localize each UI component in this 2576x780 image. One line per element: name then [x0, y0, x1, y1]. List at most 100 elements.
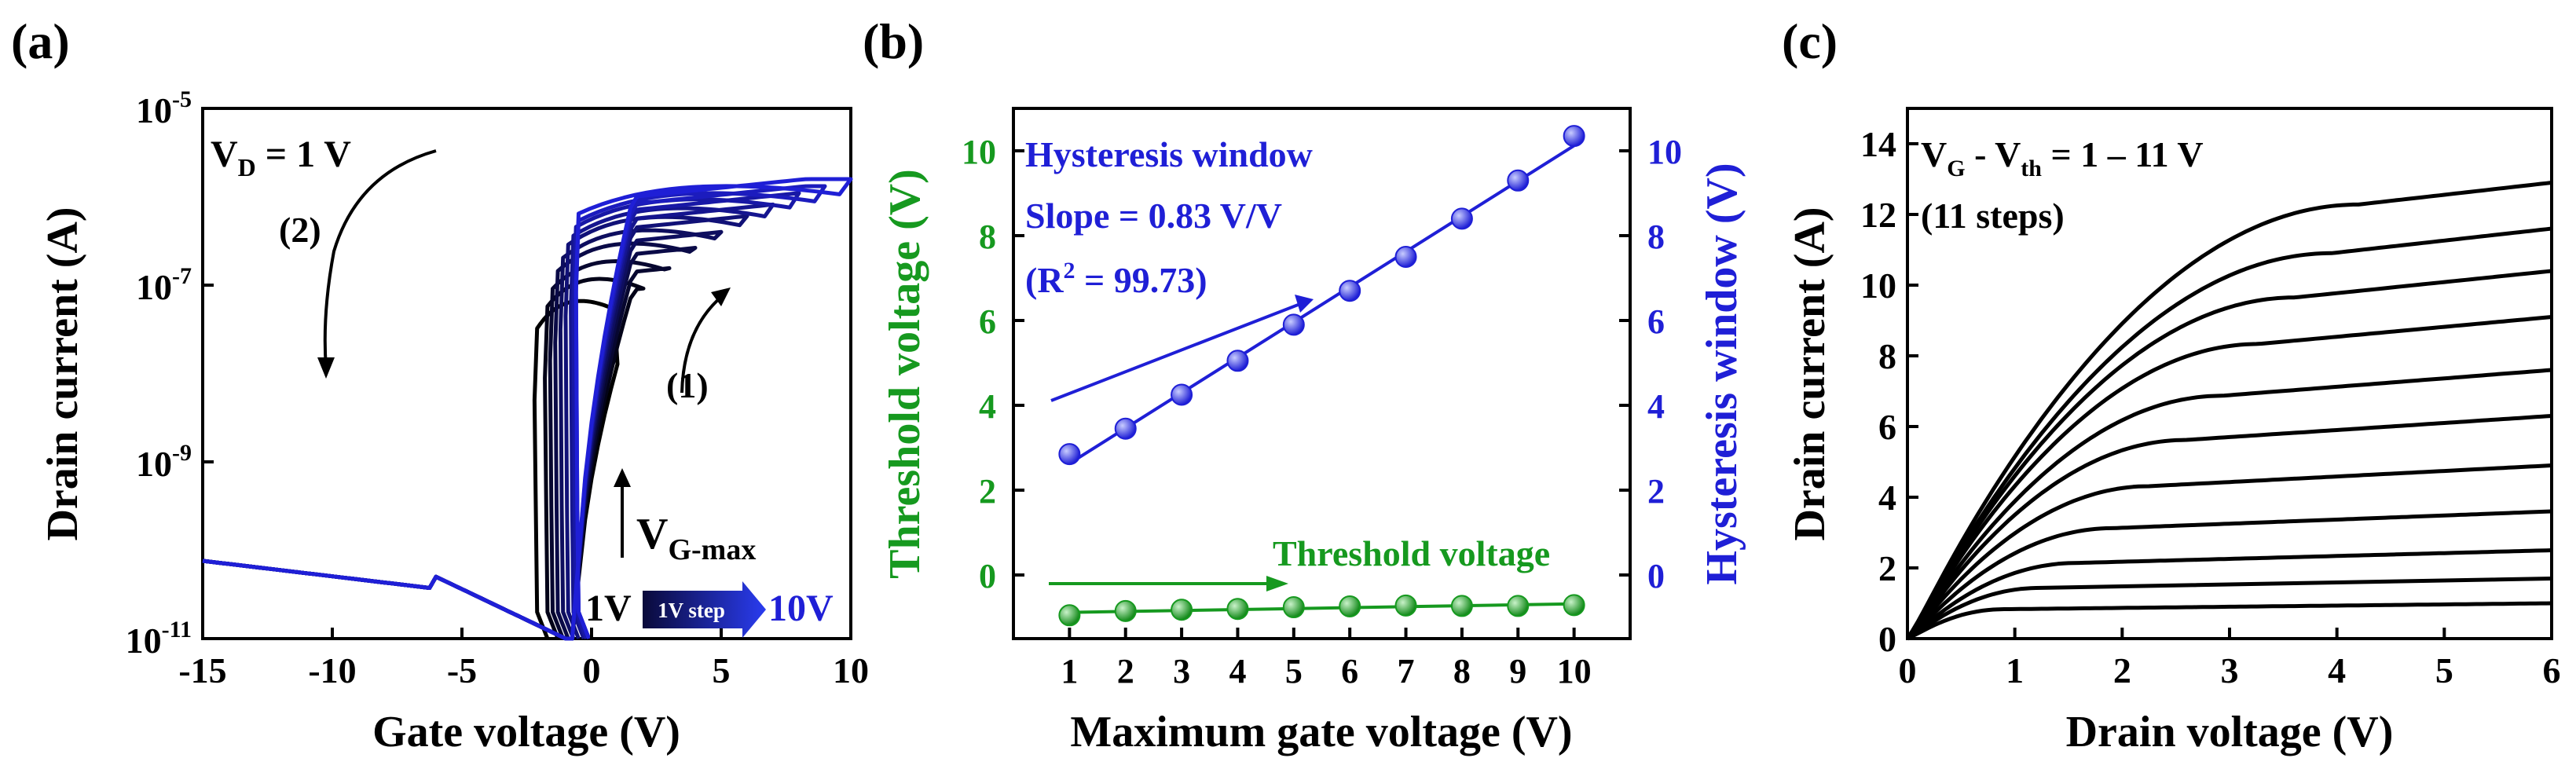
hysteresis-point	[1339, 280, 1361, 302]
panel-b-y-tick-label-right: 6	[1647, 302, 1665, 341]
hysteresis-point	[1507, 169, 1530, 192]
threshold-point	[1058, 604, 1081, 627]
hysteresis-point	[1563, 125, 1585, 148]
panel-c-y-tick-label: 6	[1878, 407, 1896, 447]
panel-c-y-tick-label: 14	[1860, 124, 1896, 164]
panel-a-y-tick-label: 10-11	[126, 617, 192, 661]
panel-b-y-axis-label-right: Hysteresis window (V)	[1698, 163, 1746, 584]
output-curve-ov-2	[1906, 577, 2552, 641]
panel-b-points	[1058, 125, 1585, 627]
panel-a-x-tick-label: 5	[713, 650, 731, 690]
panel-c-x-tick-label: 5	[2435, 650, 2453, 690]
panel-b-x-tick-label: 9	[1509, 652, 1526, 690]
sweep-2-arrowhead	[317, 357, 335, 379]
panel-b-x-tick-label: 7	[1398, 652, 1415, 690]
sweep-2-label: (2)	[279, 210, 321, 250]
panel-c-x-ticks: 0 1 2 3 4 5 6	[1899, 628, 2561, 690]
hysteresis-point	[1114, 417, 1137, 440]
panel-c-y-axis-label: Drain current (A)	[1786, 207, 1834, 540]
panel-c-y-tick-label: 4	[1878, 478, 1896, 518]
panel-b-x-tick-label: 1	[1061, 652, 1078, 690]
panel-a-label: (a)	[11, 13, 70, 69]
panel-c-x-tick-label: 3	[2221, 650, 2239, 690]
panel-a-x-tick-label: -5	[447, 650, 477, 690]
panel-b-x-ticks: 1 2 3 4 5 6 7 8 9 10	[1061, 628, 1592, 690]
panel-b-y-ticks-left: 0 2 4 6 8 10	[962, 133, 1024, 595]
panel-b-y-tick-label-left: 6	[979, 302, 996, 341]
panel-a-y-tick-label: 10-9	[136, 440, 192, 484]
panel-b-x-tick-label: 6	[1341, 652, 1358, 690]
panel-a-curves	[202, 177, 853, 641]
output-curve-ov-10	[1905, 226, 2552, 640]
threshold-point	[1450, 595, 1473, 617]
output-curve-ov-7	[1906, 368, 2552, 640]
panel-b-y-tick-label-left: 4	[979, 387, 996, 426]
threshold-point	[1394, 594, 1417, 617]
panel-a: (a) -15 -10 -5 0 5 10 10-11 10-9 10-7 10-5 Gate …	[11, 13, 869, 756]
hysteresis-trend-arrowhead	[1295, 295, 1314, 313]
panel-c-x-tick-label: 1	[2006, 650, 2024, 690]
threshold-point	[1507, 595, 1530, 617]
output-curve-ov-8	[1905, 315, 2552, 640]
sweep-1-label: (1)	[666, 365, 709, 405]
panel-c-x-tick-label: 4	[2328, 650, 2346, 690]
panel-b-frame	[1012, 107, 1632, 640]
panel-a-x-axis-label: Gate voltage (V)	[372, 708, 680, 756]
panel-a-x-tick-label: -15	[178, 650, 226, 690]
panel-c-y-tick-label: 2	[1878, 548, 1896, 588]
panel-c-x-axis-label: Drain voltage (V)	[2066, 708, 2394, 756]
panel-b-y-tick-label-left: 10	[962, 133, 996, 171]
panel-b-y-tick-label-left: 2	[979, 472, 996, 511]
range-arrow	[643, 581, 766, 638]
panel-b-x-tick-label: 10	[1557, 652, 1592, 690]
panel-c-y-tick-label: 0	[1878, 619, 1896, 659]
transfer-curve-vgmax-6	[202, 214, 749, 641]
panel-c-x-tick-label: 0	[1899, 650, 1917, 690]
sweep-1-arrowhead	[711, 287, 731, 306]
hysteresis-point	[1226, 350, 1249, 372]
sweep-1-arrow	[680, 295, 723, 394]
output-curve-ov-4	[1906, 509, 2552, 640]
hysteresis-point	[1450, 207, 1473, 230]
hysteresis-point	[1058, 443, 1081, 466]
slope-label: Slope = 0.83 V/V	[1025, 196, 1282, 236]
panel-a-y-ticks: 10-11 10-9 10-7 10-5	[126, 86, 214, 661]
hysteresis-point	[1282, 313, 1305, 336]
panel-b-y-tick-label-left: 0	[979, 557, 996, 595]
output-curve-ov-11	[1905, 181, 2552, 640]
panel-c-x-tick-label: 2	[2113, 650, 2131, 690]
panel-c-curves	[1905, 181, 2552, 641]
range-step: 1V step	[658, 599, 725, 622]
panel-c-x-tick-label: 6	[2543, 650, 2561, 690]
threshold-point	[1171, 599, 1193, 621]
panel-c-y-tick-label: 8	[1878, 336, 1896, 376]
threshold-voltage-label: Threshold voltage	[1273, 533, 1550, 573]
threshold-trend-arrowhead	[1266, 576, 1288, 591]
panel-b-x-tick-label: 4	[1229, 652, 1246, 690]
output-curve-ov-1	[1906, 601, 2552, 641]
transfer-curve-vgmax-5	[202, 228, 724, 641]
vgmax-arrowhead	[614, 468, 631, 487]
panel-b-x-tick-label: 8	[1453, 652, 1471, 690]
hysteresis-point	[1394, 246, 1417, 268]
panel-b-fit-lines	[1068, 144, 1575, 614]
vgmax-label: VG-max	[636, 510, 756, 566]
panel-c-y-tick-label: 12	[1860, 195, 1896, 235]
panel-a-x-ticks: -15 -10 -5 0 5 10	[178, 628, 869, 690]
output-curve-ov-3	[1906, 548, 2552, 641]
panel-b-x-tick-label: 2	[1117, 652, 1134, 690]
panel-b-y-axis-label-left: Threshold voltage (V)	[881, 169, 929, 579]
range-start: 1V	[585, 588, 632, 629]
hysteresis-trend-arrow	[1050, 301, 1305, 402]
panel-c-y-ticks: 0 2 4 6 8 10 12 14	[1860, 124, 1918, 659]
panel-a-y-tick-label: 10-5	[136, 86, 192, 130]
range-end: 10V	[768, 588, 834, 629]
panel-a-x-tick-label: 0	[583, 650, 601, 690]
threshold-fit-line	[1069, 602, 1574, 614]
panel-b-x-tick-label: 3	[1173, 652, 1190, 690]
r2-label: (R2 = 99.73)	[1025, 258, 1207, 300]
panel-b-y-tick-label-left: 8	[979, 218, 996, 256]
transfer-curve-vgmax-4	[202, 241, 698, 641]
